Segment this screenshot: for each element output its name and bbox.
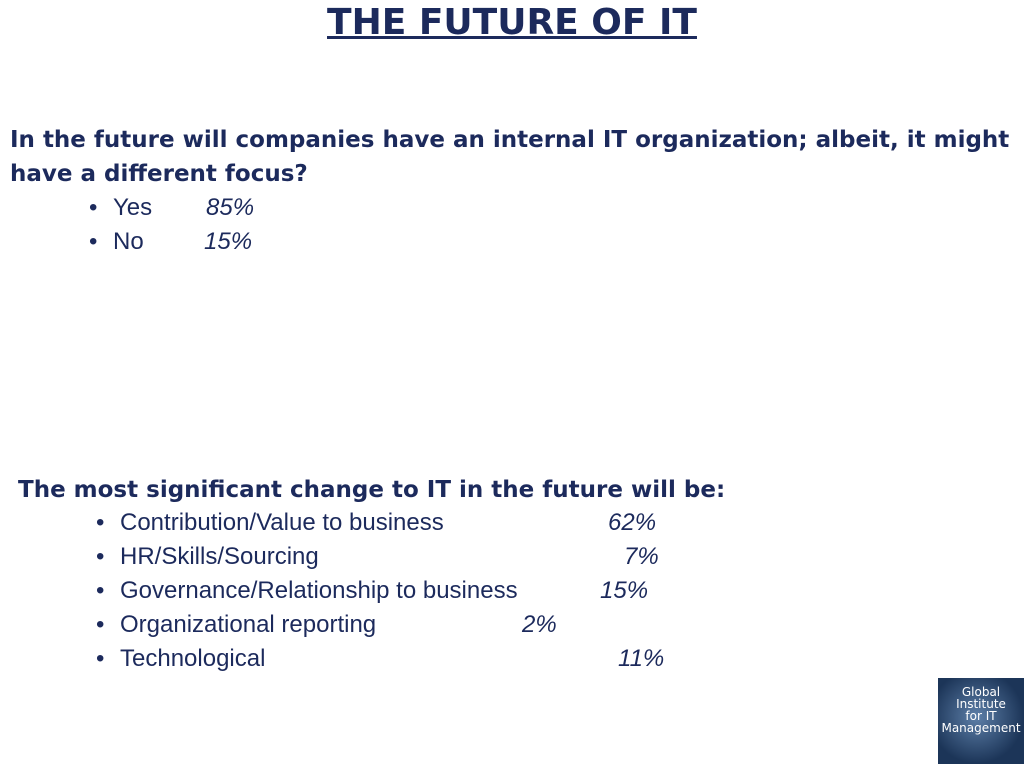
percentage: 15% [204,228,253,255]
percentage: 7% [624,543,659,570]
logo-text: for IT [965,709,997,723]
percentage: 11% [618,645,665,672]
question: In the future will companies have an int… [10,127,1010,187]
percentage: 15% [600,577,649,604]
list-item: No [89,228,143,256]
list-item: Technological [96,645,266,673]
logo-text: Management [941,721,1021,735]
list-item: Organizational reporting [96,611,376,639]
percentage: 62% [608,509,657,536]
title: THE FUTURE OF IT [327,2,697,43]
list-item: Contribution/Value to business [96,509,444,537]
logo-text: Institute [956,697,1006,711]
question: The most significant change to IT in the… [18,477,726,503]
logo-text: Global [961,685,1001,699]
logo: Global Institute for IT Management [938,678,1024,764]
list-item: Yes [89,194,152,222]
list-item: Governance/Relationship to business [96,577,518,605]
list-item: HR/Skills/Sourcing [96,543,319,571]
percentage: 2% [522,611,557,638]
percentage: 85% [206,194,255,221]
